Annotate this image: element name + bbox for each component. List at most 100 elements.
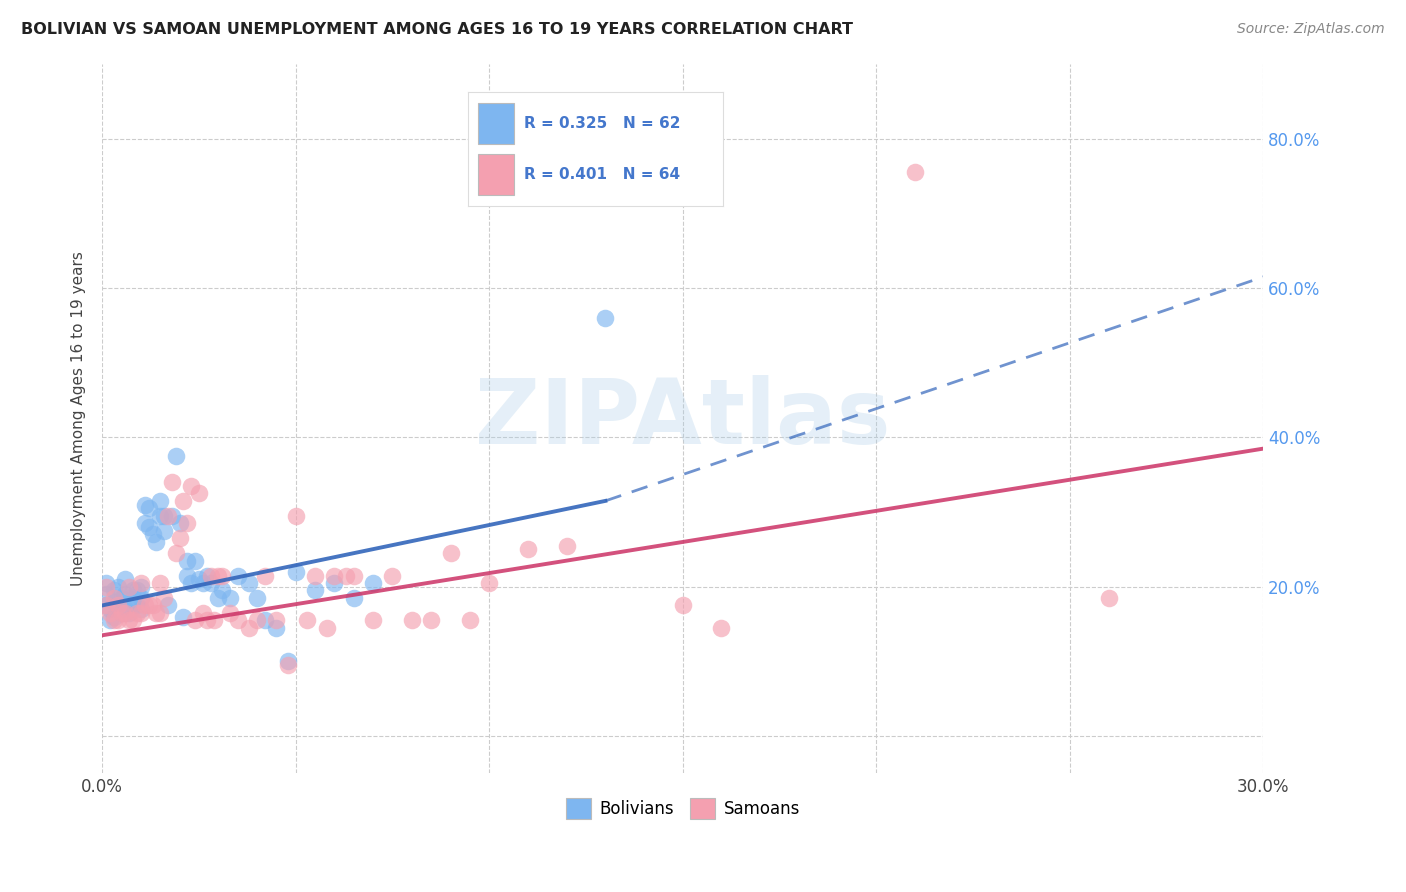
Point [169,531,191,545]
Point [323,568,346,582]
Point [125,606,148,620]
Point [149,606,172,620]
Point [176,516,198,531]
Point [160,508,183,523]
Point [169,516,191,531]
Point [110,591,132,605]
Point [381,568,404,582]
Point [595,310,617,325]
Point [195,613,218,627]
Point [107,580,129,594]
Point [517,542,540,557]
Point [134,516,156,531]
Point [207,568,229,582]
Point [277,655,299,669]
Point [156,508,179,523]
Point [110,606,132,620]
Point [118,591,141,605]
Point [200,576,222,591]
Point [114,606,136,620]
Point [335,568,357,582]
Point [246,613,269,627]
Point [176,553,198,567]
Point [138,501,160,516]
Point [129,606,152,620]
Point [207,591,229,605]
Point [141,599,163,613]
Point [266,613,288,627]
Point [180,576,202,591]
Point [94,587,117,601]
Point [297,613,319,627]
Point [188,572,211,586]
Point [118,606,141,620]
Point [98,613,121,627]
Point [173,494,195,508]
Point [103,609,125,624]
Point [284,565,307,579]
Point [129,580,152,594]
Point [361,576,384,591]
Point [129,591,152,605]
Point [204,613,226,627]
Point [904,165,927,179]
Point [145,606,167,620]
Point [138,520,160,534]
Point [478,576,501,591]
Point [180,479,202,493]
Point [107,599,129,613]
Point [160,475,183,490]
Point [188,486,211,500]
Point [98,606,121,620]
Point [304,568,326,582]
Point [343,591,366,605]
Point [401,613,423,627]
Point [114,587,136,601]
Point [173,609,195,624]
Point [103,591,125,605]
Point [145,535,167,549]
Point [458,613,481,627]
Point [149,508,172,523]
Point [266,621,288,635]
Point [98,602,121,616]
Point [94,599,117,613]
Point [141,527,163,541]
Point [226,613,249,627]
Point [134,498,156,512]
Point [122,599,145,613]
Point [184,553,207,567]
Point [277,658,299,673]
Point [439,546,461,560]
Point [211,568,233,582]
Point [323,576,346,591]
Y-axis label: Unemployment Among Ages 16 to 19 years: Unemployment Among Ages 16 to 19 years [72,252,86,586]
Point [176,568,198,582]
Point [118,613,141,627]
Text: BOLIVIAN VS SAMOAN UNEMPLOYMENT AMONG AGES 16 TO 19 YEARS CORRELATION CHART: BOLIVIAN VS SAMOAN UNEMPLOYMENT AMONG AG… [21,22,853,37]
Point [129,602,152,616]
Point [184,613,207,627]
Point [253,613,276,627]
Point [238,576,260,591]
Point [343,568,366,582]
Point [191,576,214,591]
Point [153,591,176,605]
Point [195,568,218,582]
Point [134,599,156,613]
Point [129,576,152,591]
Point [103,613,125,627]
Legend: Bolivians, Samoans: Bolivians, Samoans [560,792,807,825]
Point [122,583,145,598]
Point [107,599,129,613]
Point [304,583,326,598]
Point [211,583,233,598]
Point [107,613,129,627]
Point [118,580,141,594]
Point [284,508,307,523]
Point [238,621,260,635]
Point [555,539,578,553]
Point [246,591,269,605]
Point [219,606,242,620]
Point [149,494,172,508]
